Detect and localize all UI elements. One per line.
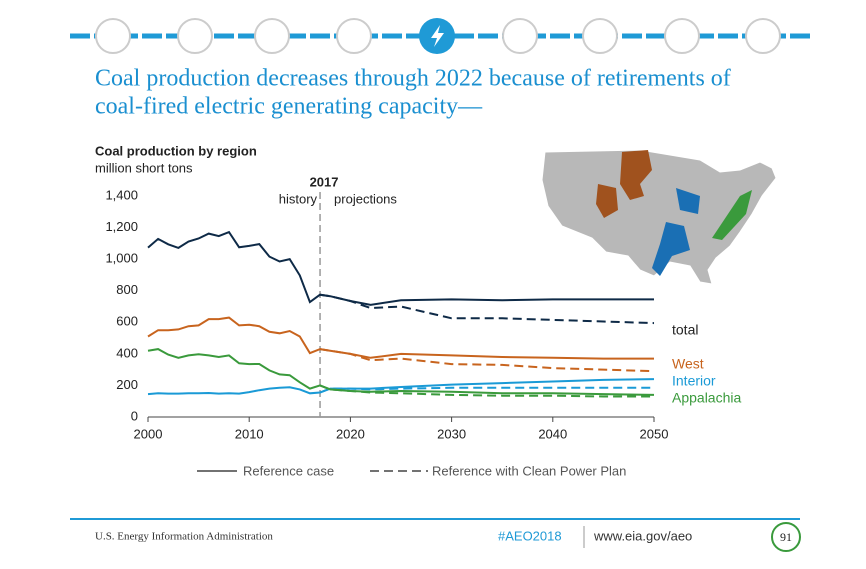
footer-url: www.eia.gov/aeo bbox=[593, 528, 692, 543]
coal-basin-interior bbox=[652, 222, 690, 276]
nav-icon[interactable] bbox=[254, 18, 290, 54]
divider-year: 2017 bbox=[310, 174, 339, 189]
nav-icon[interactable] bbox=[336, 18, 372, 54]
x-tick-label: 2020 bbox=[336, 426, 365, 441]
x-tick-label: 2000 bbox=[134, 426, 163, 441]
nav-icon[interactable] bbox=[95, 18, 131, 54]
headline: coal-fired electric generating capacity— bbox=[95, 94, 483, 120]
legend-label: Reference with Clean Power Plan bbox=[432, 463, 626, 478]
headline: Coal production decreases through 2022 b… bbox=[95, 66, 731, 92]
nav-icon[interactable] bbox=[664, 18, 700, 54]
series-line bbox=[147, 316, 654, 360]
series-line bbox=[319, 384, 654, 398]
nav-icon[interactable] bbox=[177, 18, 213, 54]
map bbox=[541, 149, 777, 285]
page-number: 91 bbox=[780, 530, 792, 544]
series-line bbox=[147, 348, 655, 396]
y-tick-label: 1,000 bbox=[105, 251, 138, 266]
x-tick-label: 2040 bbox=[538, 426, 567, 441]
coal-basin-west bbox=[596, 184, 618, 218]
series-line bbox=[147, 230, 654, 306]
projections-label: projections bbox=[334, 191, 397, 206]
x-tick-label: 2010 bbox=[235, 426, 264, 441]
y-tick-label: 1,200 bbox=[105, 219, 138, 234]
nav-icon[interactable] bbox=[502, 18, 538, 54]
nav-icon[interactable] bbox=[745, 18, 781, 54]
us-map bbox=[541, 149, 777, 285]
series-label: Interior bbox=[672, 373, 716, 389]
series-line bbox=[319, 348, 655, 373]
legend-label: Reference case bbox=[243, 463, 334, 478]
y-tick-label: 400 bbox=[116, 345, 138, 360]
footer-source: U.S. Energy Information Administration bbox=[95, 531, 273, 543]
chart-subtitle: million short tons bbox=[95, 160, 193, 175]
x-tick-label: 2050 bbox=[640, 426, 669, 441]
coal-basin-appalachia bbox=[712, 190, 752, 240]
series-label: West bbox=[672, 356, 704, 372]
chart-title: Coal production by region bbox=[95, 143, 257, 158]
x-tick-label: 2030 bbox=[437, 426, 466, 441]
series-label: total bbox=[672, 322, 698, 338]
history-label: history bbox=[279, 191, 318, 206]
page-badge bbox=[771, 522, 801, 552]
y-tick-label: 600 bbox=[116, 314, 138, 329]
nav-bar bbox=[70, 18, 810, 54]
series-line bbox=[319, 386, 654, 394]
coal-basin-west bbox=[620, 150, 652, 200]
y-tick-label: 200 bbox=[116, 377, 138, 392]
y-tick-label: 0 bbox=[131, 408, 138, 423]
series-line bbox=[319, 293, 655, 325]
coal-basin-interior bbox=[676, 188, 700, 214]
bolt-icon bbox=[431, 25, 444, 47]
series-line bbox=[147, 378, 655, 396]
y-tick-label: 1,400 bbox=[105, 187, 138, 202]
series-label: Appalachia bbox=[672, 390, 741, 406]
y-tick-label: 800 bbox=[116, 282, 138, 297]
footer-hashtag: #AEO2018 bbox=[498, 528, 562, 543]
nav-icon[interactable] bbox=[582, 18, 618, 54]
